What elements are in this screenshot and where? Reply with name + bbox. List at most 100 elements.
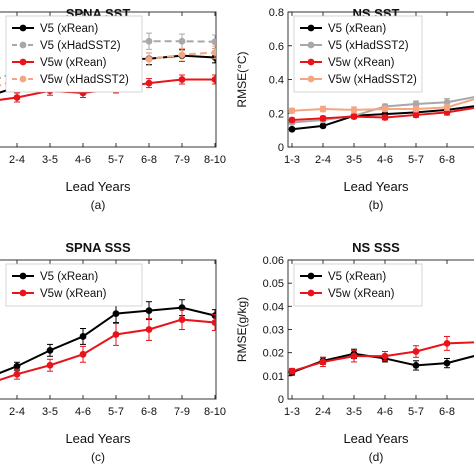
data-point — [178, 316, 186, 323]
plot-frame — [0, 259, 217, 400]
data-point — [211, 76, 216, 83]
y-tick-label: 0.06 — [263, 255, 284, 267]
legend-label: V5w (xRean) — [40, 288, 107, 300]
y-tick-label: 0 — [278, 394, 284, 406]
legend-label: V5 (xRean) — [328, 23, 386, 35]
panel-4: NS SSS 1-3 2-4 3-5 4-6 5-7 6-8 0 0.01 0.02 0.03 0.0… — [235, 240, 474, 464]
legend: V5 (xRean) V5 (xHadSST2) V5w (xRean) V5w (x… — [5, 15, 143, 93]
x-tick-label: 5-7 — [108, 406, 124, 418]
y-tick-label: 0.2 — [269, 108, 284, 120]
data-point — [412, 348, 420, 355]
data-point — [145, 326, 153, 333]
chart-title: SPNA SSS — [65, 240, 131, 255]
data-point — [79, 333, 87, 340]
data-point — [443, 103, 451, 111]
y-tick-label: 0.02 — [263, 348, 284, 360]
x-tick-label: 6-8 — [141, 406, 157, 418]
data-point — [319, 122, 327, 130]
data-point — [178, 51, 186, 59]
x-tick-label: 6-8 — [439, 406, 455, 418]
plot-area — [288, 96, 474, 133]
legend-marker — [19, 272, 27, 280]
panel-caption: (b) — [369, 198, 384, 212]
data-point — [288, 116, 296, 124]
series-line — [0, 306, 216, 374]
legend-marker — [307, 41, 315, 49]
data-point — [412, 100, 420, 108]
plot-area — [0, 299, 216, 381]
data-point — [13, 362, 21, 370]
legend: V5 (xRean) V5w (xRean) — [293, 263, 423, 307]
y-tick-label: 0.03 — [263, 325, 284, 337]
data-point — [145, 79, 153, 87]
legend-marker — [19, 58, 27, 66]
x-tick-label: 2-4 — [315, 154, 331, 166]
x-tick-label: 4-6 — [75, 154, 91, 166]
data-point — [319, 114, 327, 122]
data-point — [79, 350, 87, 358]
y-axis-label: RMSE(°C) — [235, 51, 249, 107]
panel-caption: (c) — [91, 450, 105, 464]
x-tick-label: 3-5 — [346, 406, 362, 418]
legend-marker — [19, 24, 27, 32]
legend-marker — [307, 24, 315, 32]
x-tick-label: 3-5 — [42, 154, 58, 166]
legend-label: V5 (xHadSST2) — [40, 40, 121, 52]
data-point — [319, 105, 327, 113]
data-point — [112, 310, 120, 318]
data-point — [350, 113, 358, 121]
data-point — [350, 352, 358, 360]
series-3 — [288, 106, 474, 124]
legend-box — [5, 263, 143, 307]
x-tick-label: 2-4 — [9, 154, 25, 166]
data-point — [381, 114, 389, 121]
legend-label: V5 (xHadSST2) — [328, 40, 409, 52]
x-axis-label: Lead Years — [65, 431, 131, 446]
data-point — [211, 38, 216, 46]
x-tick-label: 5-7 — [108, 154, 124, 166]
x-tick-label: 8-10 — [204, 154, 226, 166]
legend-label: V5 (xRean) — [40, 23, 98, 35]
data-point — [412, 105, 420, 113]
data-point — [211, 319, 216, 326]
y-tick-label: 0.4 — [269, 75, 284, 87]
legend: V5 (xRean) V5 (xHadSST2) V5w (xRean) V5w (x… — [293, 15, 423, 93]
series-line — [0, 40, 216, 79]
series-2 — [0, 309, 216, 381]
data-point — [412, 111, 420, 119]
x-axis-label: Lead Years — [65, 179, 131, 194]
data-point — [288, 125, 296, 133]
legend-marker — [307, 272, 315, 280]
data-point — [178, 76, 186, 83]
x-tick-label: 2-4 — [315, 406, 331, 418]
data-point — [112, 331, 120, 338]
legend-label: V5w (xRean) — [328, 288, 395, 300]
legend-marker — [307, 75, 315, 83]
data-point — [145, 37, 153, 45]
data-point — [381, 105, 389, 113]
series-line — [0, 318, 216, 381]
data-point — [13, 370, 21, 378]
data-point — [443, 359, 451, 367]
data-point — [412, 362, 420, 369]
x-tick-label: 6-8 — [141, 154, 157, 166]
data-point — [319, 358, 327, 366]
data-point — [46, 361, 54, 369]
legend-marker — [19, 41, 27, 49]
x-tick-label: 1-3 — [284, 154, 300, 166]
x-tick-label: 8-10 — [204, 406, 226, 418]
data-point — [145, 55, 153, 63]
chart-title: NS SSS — [352, 240, 400, 255]
panel-caption: (a) — [91, 198, 106, 212]
x-tick-label: 3-5 — [346, 154, 362, 166]
data-point — [145, 307, 153, 315]
data-point — [178, 37, 186, 45]
x-tick-label: 1-3 — [284, 406, 300, 418]
legend-label: V5w (xHadSST2) — [40, 74, 129, 86]
panel-caption: (d) — [369, 450, 384, 464]
legend-label: V5w (xRean) — [328, 57, 395, 69]
legend-box — [293, 263, 423, 307]
